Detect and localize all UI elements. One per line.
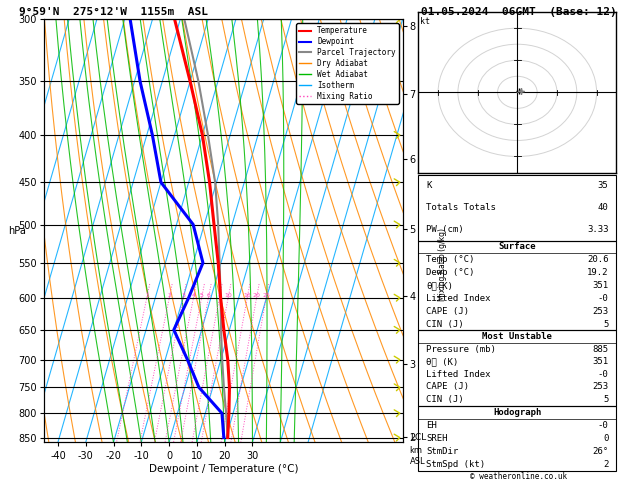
Text: K: K bbox=[426, 181, 431, 191]
Text: 3.33: 3.33 bbox=[587, 225, 608, 234]
Text: kt: kt bbox=[420, 17, 430, 26]
Text: PW (cm): PW (cm) bbox=[426, 225, 464, 234]
Text: Pressure (mb): Pressure (mb) bbox=[426, 345, 496, 354]
Text: 253: 253 bbox=[593, 307, 608, 316]
Text: Lifted Index: Lifted Index bbox=[426, 294, 491, 303]
Text: 19.2: 19.2 bbox=[587, 268, 608, 277]
Text: 0: 0 bbox=[603, 434, 608, 443]
Legend: Temperature, Dewpoint, Parcel Trajectory, Dry Adiabat, Wet Adiabat, Isotherm, Mi: Temperature, Dewpoint, Parcel Trajectory… bbox=[296, 23, 399, 104]
Text: θᴇ (K): θᴇ (K) bbox=[426, 357, 459, 366]
Text: 6: 6 bbox=[206, 294, 210, 298]
Text: 2: 2 bbox=[603, 460, 608, 469]
Text: 9°59'N  275°12'W  1155m  ASL: 9°59'N 275°12'W 1155m ASL bbox=[19, 7, 208, 17]
Text: 5: 5 bbox=[603, 395, 608, 404]
Text: 10: 10 bbox=[225, 294, 232, 298]
Text: -0: -0 bbox=[598, 370, 608, 379]
Text: © weatheronline.co.uk: © weatheronline.co.uk bbox=[470, 472, 567, 481]
Text: LCL: LCL bbox=[409, 433, 426, 442]
Text: CIN (J): CIN (J) bbox=[426, 320, 464, 329]
Text: Most Unstable: Most Unstable bbox=[482, 332, 552, 341]
Text: 4: 4 bbox=[191, 294, 196, 298]
Text: 253: 253 bbox=[593, 382, 608, 392]
Text: 3: 3 bbox=[181, 294, 186, 298]
Text: 35: 35 bbox=[598, 181, 608, 191]
Text: Temp (°C): Temp (°C) bbox=[426, 255, 475, 264]
Text: 351: 351 bbox=[593, 281, 608, 290]
Text: StmDir: StmDir bbox=[426, 447, 459, 456]
Text: 8: 8 bbox=[218, 294, 221, 298]
Text: 16: 16 bbox=[243, 294, 251, 298]
X-axis label: Dewpoint / Temperature (°C): Dewpoint / Temperature (°C) bbox=[148, 464, 298, 474]
Text: 351: 351 bbox=[593, 357, 608, 366]
Text: Dewp (°C): Dewp (°C) bbox=[426, 268, 475, 277]
Text: 20: 20 bbox=[253, 294, 260, 298]
Text: SREH: SREH bbox=[426, 434, 448, 443]
Text: 1: 1 bbox=[145, 294, 149, 298]
Text: Hodograph: Hodograph bbox=[493, 408, 542, 417]
Text: Totals Totals: Totals Totals bbox=[426, 203, 496, 212]
Text: -0: -0 bbox=[598, 294, 608, 303]
Text: Mixing Ratio (g/kg): Mixing Ratio (g/kg) bbox=[438, 228, 447, 301]
Text: Surface: Surface bbox=[499, 243, 536, 251]
Text: CIN (J): CIN (J) bbox=[426, 395, 464, 404]
Text: 26°: 26° bbox=[593, 447, 608, 456]
Text: 40: 40 bbox=[598, 203, 608, 212]
Text: km
ASL: km ASL bbox=[409, 447, 425, 466]
Text: 25: 25 bbox=[262, 294, 270, 298]
Text: -0: -0 bbox=[598, 421, 608, 430]
Text: θᴇ(K): θᴇ(K) bbox=[426, 281, 453, 290]
Text: hPa: hPa bbox=[8, 226, 26, 236]
Text: 2: 2 bbox=[167, 294, 171, 298]
Text: 20.6: 20.6 bbox=[587, 255, 608, 264]
Text: EH: EH bbox=[426, 421, 437, 430]
Text: 5: 5 bbox=[603, 320, 608, 329]
Text: CAPE (J): CAPE (J) bbox=[426, 382, 469, 392]
Text: 5: 5 bbox=[200, 294, 204, 298]
Text: 01.05.2024  06GMT  (Base: 12): 01.05.2024 06GMT (Base: 12) bbox=[421, 7, 616, 17]
Text: StmSpd (kt): StmSpd (kt) bbox=[426, 460, 486, 469]
Text: 885: 885 bbox=[593, 345, 608, 354]
Text: Lifted Index: Lifted Index bbox=[426, 370, 491, 379]
Text: CAPE (J): CAPE (J) bbox=[426, 307, 469, 316]
